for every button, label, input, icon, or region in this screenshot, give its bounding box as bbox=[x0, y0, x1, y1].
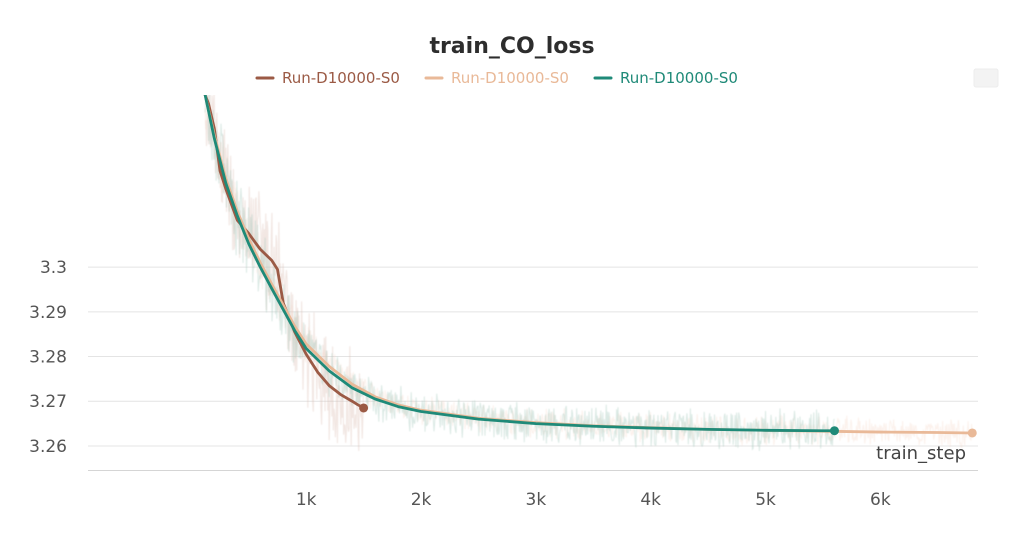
series-line bbox=[203, 95, 836, 433]
legend-label: Run-D10000-S0 bbox=[451, 69, 569, 87]
x-tick-label: 3k bbox=[526, 490, 547, 510]
grid-layer bbox=[88, 266, 978, 447]
endpoint-layer bbox=[359, 403, 977, 438]
chart-title: train_CO_loss bbox=[429, 34, 594, 59]
x-tick-label: 5k bbox=[755, 490, 776, 510]
legend: Run-D10000-S0 Run-D10000-S0 Run-D10000-S0 bbox=[255, 69, 738, 87]
x-tick-label: 4k bbox=[640, 490, 661, 510]
legend-label: Run-D10000-S0 bbox=[282, 69, 400, 87]
x-tick-label: 1k bbox=[296, 490, 317, 510]
y-tick-label: 3.26 bbox=[29, 437, 67, 457]
x-axis-label: train_step bbox=[876, 443, 966, 464]
series-line bbox=[203, 95, 366, 410]
legend-label: Run-D10000-S0 bbox=[620, 69, 738, 87]
series-end-point bbox=[359, 403, 369, 413]
series-end-point bbox=[967, 428, 977, 438]
y-tick-label: 3.29 bbox=[29, 303, 67, 323]
x-tick-label: 2k bbox=[411, 490, 432, 510]
x-tick-label: 6k bbox=[870, 490, 891, 510]
menu-icon[interactable] bbox=[973, 68, 999, 88]
series-layer bbox=[203, 95, 974, 435]
y-tick-label: 3.27 bbox=[29, 392, 67, 412]
series-noise-band bbox=[204, 95, 365, 451]
series-end-point bbox=[829, 426, 839, 436]
axis-layer: 3.26 3.27 3.28 3.29 3.3 1k 2k 3k 4k 5k 6k bbox=[29, 258, 978, 510]
y-tick-label: 3.28 bbox=[29, 348, 67, 368]
y-tick-label: 3.3 bbox=[40, 258, 67, 278]
chart-header: train_CO_loss bbox=[429, 34, 999, 88]
